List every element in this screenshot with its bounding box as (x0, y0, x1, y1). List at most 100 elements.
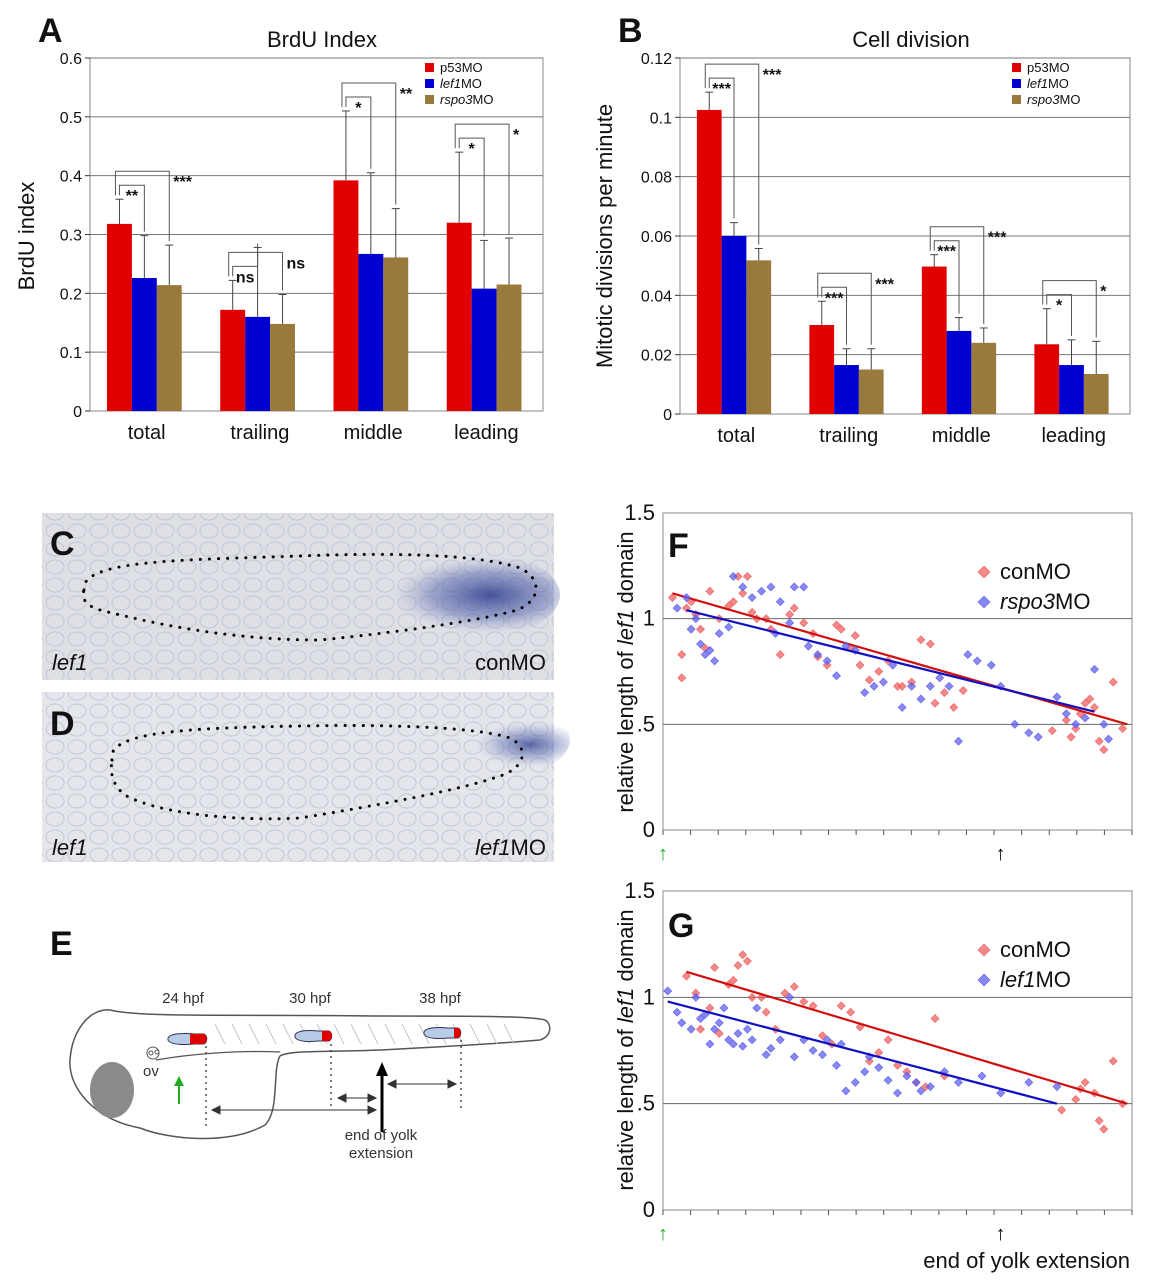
chart-f-point-rspo3MO (682, 593, 691, 602)
chart-f-ytick-label: 0 (643, 817, 655, 842)
chart-a-title: BrdU Index (267, 27, 377, 52)
embryo-eye (90, 1062, 134, 1118)
chart-b-ytick-label: 0.1 (650, 110, 672, 127)
chart-g-point-conMO (818, 1031, 827, 1041)
chart-g-legend-label-rest: MO (1035, 967, 1070, 992)
chart-f-point-conMO (925, 639, 935, 649)
chart-f-point-conMO (855, 660, 865, 670)
chart-a-sig-bracket-inner (232, 243, 259, 277)
chart-g-ytick-label: 1.5 (624, 878, 655, 903)
chart-a-bar-p53MO-leading (446, 222, 472, 411)
chart-b-ytick-label: 0.04 (641, 288, 672, 305)
chart-f-green-arrow-icon: ↑ (658, 843, 668, 865)
chart-g-point-lef1MO (710, 1024, 720, 1034)
label-d-gene: lef1 (52, 835, 87, 860)
chart-g-point-lef1MO (677, 1018, 687, 1028)
chart-g-point-lef1MO (954, 1077, 963, 1087)
chart-g-frame (662, 890, 1133, 1211)
chart-a-plot: 00.10.20.30.40.50.6total*****trailingnsn… (60, 51, 544, 444)
chart-a-legend-label-rest: MO (461, 76, 482, 91)
chart-f-point-rspo3MO (1061, 709, 1071, 719)
chart-f-point-rspo3MO (1052, 692, 1062, 702)
chart-g-point-lef1MO (996, 1088, 1006, 1098)
chart-b-ylabel: Mitotic divisions per minute (592, 104, 617, 368)
chart-g-legend-label-rest: conMO (1000, 937, 1071, 962)
chart-g-legend-label-italic: lef1 (1000, 967, 1035, 992)
chart-a-category-label: total (128, 422, 166, 444)
chart-f-point-rspo3MO (1010, 719, 1020, 729)
chart-f-fit-line-conMO (672, 592, 1128, 726)
chart-g-plot: 0 .5 1 1.5 conMO lef1MO ↑ ↑ (624, 878, 1133, 1245)
chart-b-bar-rspo3MO-middle (971, 342, 997, 414)
chart-f-point-rspo3MO (696, 639, 705, 649)
yolk-extension-arrowhead (376, 1062, 388, 1076)
chart-a-ytick-label: 0.3 (60, 228, 82, 245)
chart-f-point-rspo3MO (1033, 732, 1043, 742)
chart-f-point-conMO (930, 698, 940, 708)
chart-a-legend-label-rspo3MO: rspo3MO (440, 92, 493, 107)
chart-f-point-rspo3MO (714, 629, 724, 638)
panel-letter-d: D (50, 705, 75, 743)
panel-letter-a: A (38, 12, 63, 50)
chart-b-sig-outer: *** (988, 230, 1007, 247)
chart-b-legend-label-rest: MO (1060, 92, 1081, 107)
chart-g-point-conMO (710, 963, 720, 972)
chart-a-legend-swatch-rspo3MO (425, 95, 434, 104)
stage-dotted-lines (205, 1040, 462, 1130)
chart-b-legend-swatch-p53MO (1012, 63, 1021, 72)
chart-a-bar-rspo3MO-trailing (270, 323, 295, 411)
chart-f-point-conMO (1118, 724, 1128, 733)
chart-g-point-lef1MO (747, 1035, 757, 1045)
chart-b-ytick-label: 0 (663, 407, 672, 424)
chart-g-point-lef1MO (672, 1007, 682, 1017)
chart-b-category-label: middle (932, 425, 991, 447)
chart-f-point-conMO (667, 593, 677, 602)
chart-a-sig-bracket-inner (118, 184, 145, 232)
primordium-38hpf (423, 1027, 462, 1039)
chart-f-point-rspo3MO (700, 650, 710, 660)
chart-a-sig-inner: ** (126, 188, 139, 205)
chart-g-point-lef1MO (1052, 1082, 1062, 1092)
chart-g-point-conMO (696, 1024, 705, 1034)
chart-a-ytick-label: 0.1 (60, 345, 82, 362)
chart-f-point-rspo3MO (775, 597, 785, 607)
chart-f-point-rspo3MO (691, 614, 701, 624)
chart-b-sig-bracket-outer (704, 63, 760, 245)
chart-g-point-lef1MO (841, 1086, 851, 1096)
chart-f-point-conMO (789, 603, 799, 613)
chart-a-legend-label-italic: lef1 (440, 76, 461, 91)
chart-f-point-rspo3MO (963, 650, 973, 660)
chart-g-point-conMO (705, 1003, 715, 1013)
chart-f-point-conMO (1108, 677, 1118, 687)
chart-g-point-lef1MO (696, 1014, 705, 1024)
chart-g-point-conMO (733, 961, 743, 970)
chart-b-legend-swatch-lef1MO (1012, 79, 1021, 88)
chart-g-point-conMO (1057, 1105, 1067, 1115)
chart-g-point-conMO (799, 997, 809, 1007)
chart-a-sig-bracket-outer (454, 123, 510, 235)
chart-b-sig-bracket-outer (1042, 280, 1097, 338)
chart-f-point-rspo3MO (799, 582, 809, 592)
chart-g-xlabel: end of yolk extension (923, 1248, 1130, 1273)
chart-b-bar-p53MO-total (696, 109, 722, 415)
chart-g-legend-marker-conMO (977, 943, 991, 957)
chart-f-point-rspo3MO (1090, 664, 1099, 674)
chart-g-point-lef1MO (860, 1067, 870, 1077)
chart-a-ylabel: BrdU index (14, 182, 39, 291)
chart-b-bar-p53MO-trailing (809, 325, 835, 414)
label-d-treatment-rest: MO (511, 835, 546, 860)
chart-g-point-conMO (846, 1007, 856, 1017)
chart-g-ytick-label: 1 (643, 984, 655, 1009)
chart-g-point-lef1MO (719, 1003, 729, 1013)
chart-g-point-lef1MO (893, 1088, 902, 1098)
chart-f-point-rspo3MO (972, 656, 982, 666)
chart-b-bar-lef1MO-middle (946, 330, 972, 414)
chart-g-point-lef1MO (728, 1039, 738, 1049)
chart-f-legend-label-rspo3MO: rspo3MO (1000, 589, 1091, 614)
chart-a-bar-lef1MO-middle (358, 253, 384, 411)
chart-g-point-conMO (1071, 1094, 1081, 1104)
chart-b-ytick-label: 0.02 (641, 348, 672, 365)
chart-a-bar-lef1MO-leading (471, 288, 497, 411)
chart-f-ylabel-b: lef1 (613, 610, 638, 645)
